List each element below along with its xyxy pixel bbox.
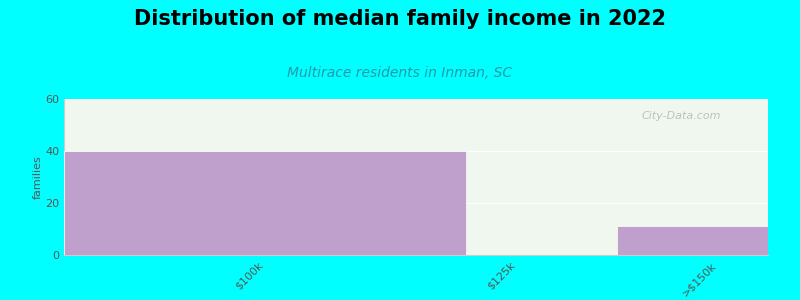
Text: Distribution of median family income in 2022: Distribution of median family income in … — [134, 9, 666, 29]
Bar — [617, 226, 768, 255]
Y-axis label: families: families — [32, 155, 42, 199]
Text: City-Data.com: City-Data.com — [642, 112, 721, 122]
Bar — [64, 151, 466, 255]
Text: Multirace residents in Inman, SC: Multirace residents in Inman, SC — [287, 66, 513, 80]
